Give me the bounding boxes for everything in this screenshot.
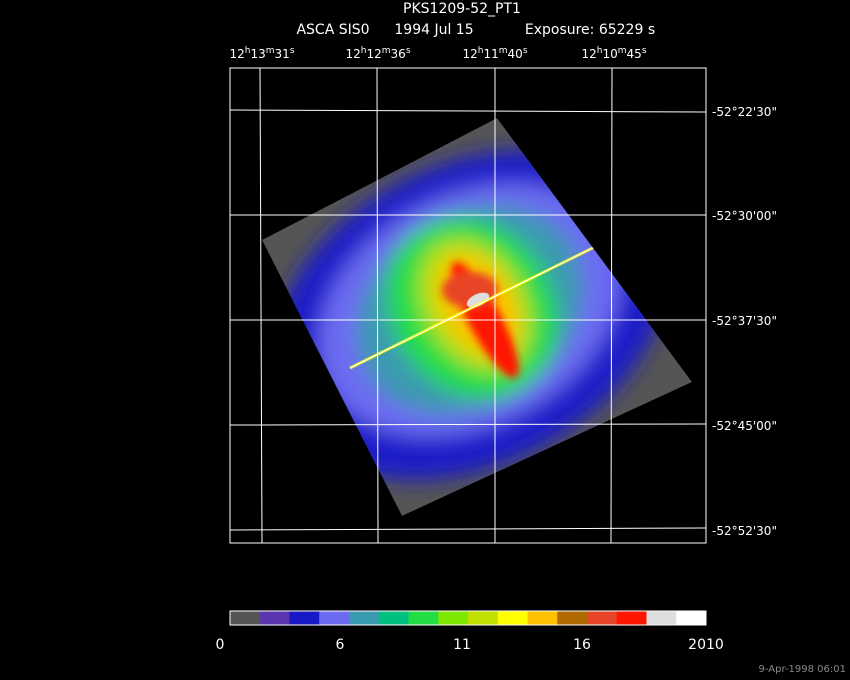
colorbar-cell — [289, 611, 320, 625]
ra-labels: 12h13m31s 12h12m36s 12h11m40s 12h10m45s — [229, 46, 646, 61]
grid — [229, 67, 707, 544]
colorbar-cell — [497, 611, 528, 625]
dec-label: -52°22'30" — [712, 105, 777, 119]
dec-label: -52°30'00" — [712, 209, 777, 223]
title: PKS1209-52_PT1 — [403, 1, 521, 17]
ra-label: 12h11m40s — [462, 46, 527, 61]
ra-value: 12 — [229, 47, 244, 61]
ra-label: 12h12m36s — [345, 46, 410, 61]
ra-label: 12h13m31s — [229, 46, 294, 61]
colorbar-label: 2010 — [688, 637, 724, 653]
dec-label: -52°52'30" — [712, 524, 777, 538]
ra-value: 12 — [345, 47, 360, 61]
ra-value: 31 — [275, 47, 290, 61]
colorbar-labels: 0 6 11 16 2010 — [216, 637, 724, 653]
colorbar-cell — [616, 611, 647, 625]
ra-label: 12h10m45s — [581, 46, 646, 61]
ra-value: 10 — [602, 47, 617, 61]
colorbar-cell — [676, 611, 707, 625]
colorbar-cell — [468, 611, 499, 625]
colorbar-cell — [319, 611, 350, 625]
exposure: Exposure: 65229 s — [525, 22, 655, 38]
timestamp: 9-Apr-1998 06:01 — [759, 664, 846, 675]
frame — [229, 67, 707, 544]
ra-unit: s — [406, 46, 411, 56]
ra-value: 40 — [508, 47, 523, 61]
colorbar-cell — [349, 611, 380, 625]
ra-value: 11 — [483, 47, 498, 61]
ra-unit: h — [597, 46, 603, 56]
colorbar-cell — [587, 611, 618, 625]
colorbar-cell — [557, 611, 588, 625]
instrument: ASCA SIS0 — [296, 22, 369, 38]
colorbar-label: 11 — [453, 637, 471, 653]
dec-label: -52°37'30" — [712, 314, 777, 328]
colorbar-cell — [230, 611, 261, 625]
colorbar-label: 0 — [216, 637, 225, 653]
ra-value: 12 — [462, 47, 477, 61]
ra-value: 12 — [366, 47, 381, 61]
date: 1994 Jul 15 — [394, 22, 473, 38]
colorbar-cell — [408, 611, 439, 625]
colorbar-cell — [527, 611, 558, 625]
dec-label: -52°45'00" — [712, 419, 777, 433]
ra-unit: h — [478, 46, 484, 56]
ra-unit: m — [266, 46, 275, 56]
ra-unit: m — [499, 46, 508, 56]
ra-unit: s — [523, 46, 528, 56]
ra-unit: m — [382, 46, 391, 56]
colorbar-cell — [259, 611, 290, 625]
ra-unit: s — [290, 46, 295, 56]
ra-unit: h — [245, 46, 251, 56]
colorbar — [230, 611, 707, 625]
ra-unit: m — [618, 46, 627, 56]
ra-unit: s — [642, 46, 647, 56]
dec-labels: -52°22'30" -52°30'00" -52°37'30" -52°45'00"… — [712, 105, 777, 538]
ra-value: 36 — [391, 47, 406, 61]
ra-value: 12 — [581, 47, 596, 61]
ra-unit: h — [361, 46, 367, 56]
colorbar-frame — [229, 610, 707, 626]
colorbar-cell — [378, 611, 409, 625]
detector-image — [262, 118, 692, 516]
colorbar-label: 6 — [336, 637, 345, 653]
colorbar-label: 16 — [573, 637, 591, 653]
colorbar-cell — [646, 611, 677, 625]
ra-value: 13 — [250, 47, 265, 61]
colorbar-cell — [438, 611, 469, 625]
ra-value: 45 — [627, 47, 642, 61]
